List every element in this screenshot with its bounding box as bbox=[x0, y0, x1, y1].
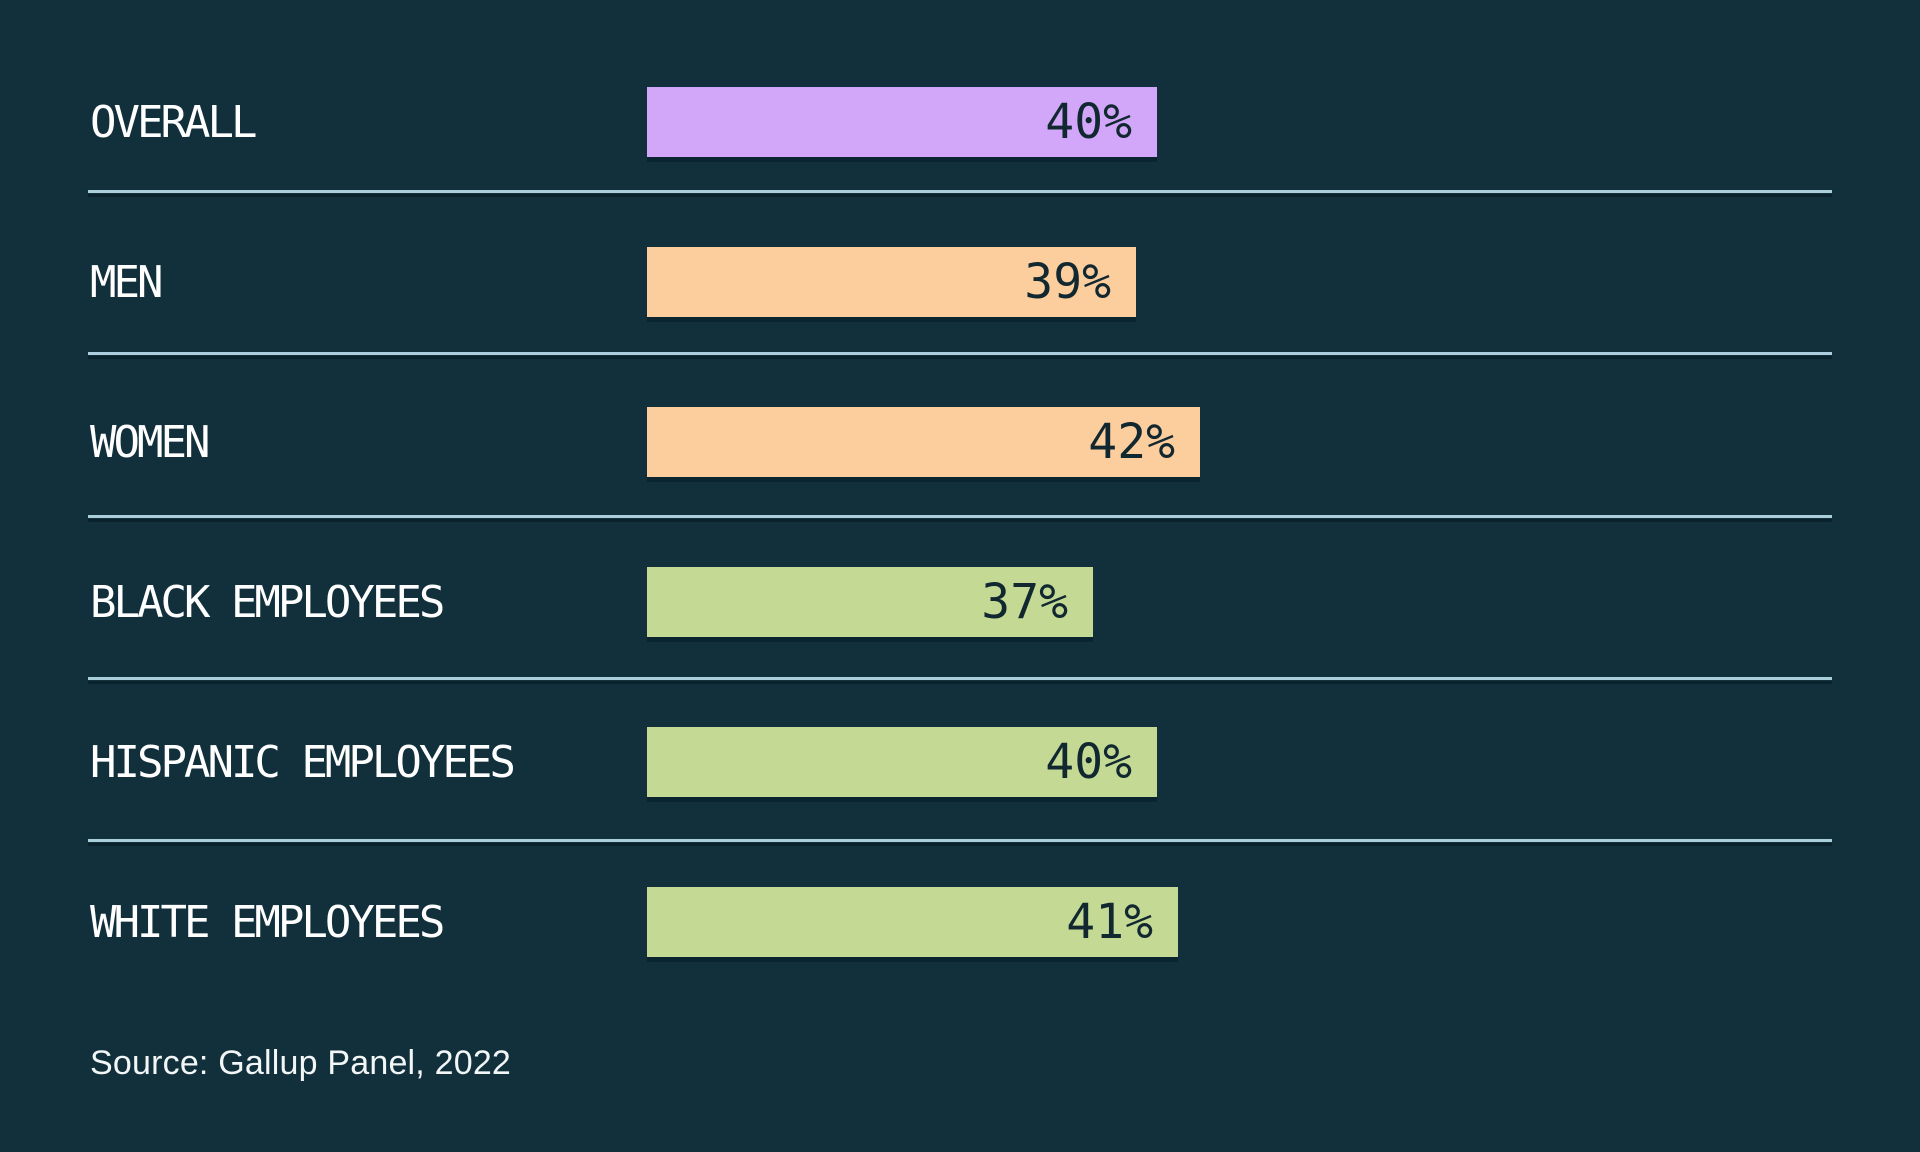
chart-row-black-employees: BLACK EMPLOYEES 37% bbox=[90, 522, 1832, 682]
bar-white-employees: 41% bbox=[647, 887, 1178, 957]
chart-row-men: MEN 39% bbox=[90, 202, 1832, 362]
category-label-women: WOMEN bbox=[90, 416, 210, 468]
bar-women: 42% bbox=[647, 407, 1200, 477]
bar-hispanic-employees: 40% bbox=[647, 727, 1157, 797]
bar-overall: 40% bbox=[647, 87, 1157, 157]
bar-track: 40% bbox=[647, 727, 1832, 797]
bar-track: 40% bbox=[647, 87, 1832, 157]
row-divider bbox=[88, 352, 1832, 355]
category-label-black-employees: BLACK EMPLOYEES bbox=[90, 576, 445, 628]
chart-row-overall: OVERALL 40% bbox=[90, 42, 1832, 202]
category-label-white-employees: WHITE EMPLOYEES bbox=[90, 896, 445, 948]
chart-row-hispanic-employees: HISPANIC EMPLOYEES 40% bbox=[90, 682, 1832, 842]
bar-track: 42% bbox=[647, 407, 1832, 477]
category-label-overall: OVERALL bbox=[90, 96, 257, 148]
bar-value-label: 41% bbox=[1066, 894, 1153, 950]
bar-men: 39% bbox=[647, 247, 1136, 317]
row-divider bbox=[88, 839, 1832, 842]
bar-value-label: 40% bbox=[1045, 94, 1132, 150]
bar-value-label: 40% bbox=[1045, 734, 1132, 790]
bar-value-label: 42% bbox=[1088, 414, 1175, 470]
row-divider bbox=[88, 677, 1832, 680]
bar-black-employees: 37% bbox=[647, 567, 1093, 637]
row-divider bbox=[88, 515, 1832, 518]
category-label-men: MEN bbox=[90, 256, 163, 308]
bar-track: 37% bbox=[647, 567, 1832, 637]
chart-row-white-employees: WHITE EMPLOYEES 41% bbox=[90, 842, 1832, 1002]
row-divider bbox=[88, 190, 1832, 193]
chart-row-women: WOMEN 42% bbox=[90, 362, 1832, 522]
bar-track: 41% bbox=[647, 887, 1832, 957]
source-note: Source: Gallup Panel, 2022 bbox=[90, 1044, 512, 1082]
category-label-hispanic-employees: HISPANIC EMPLOYEES bbox=[90, 736, 516, 788]
bar-track: 39% bbox=[647, 247, 1832, 317]
bar-value-label: 39% bbox=[1024, 254, 1111, 310]
bar-value-label: 37% bbox=[981, 574, 1068, 630]
